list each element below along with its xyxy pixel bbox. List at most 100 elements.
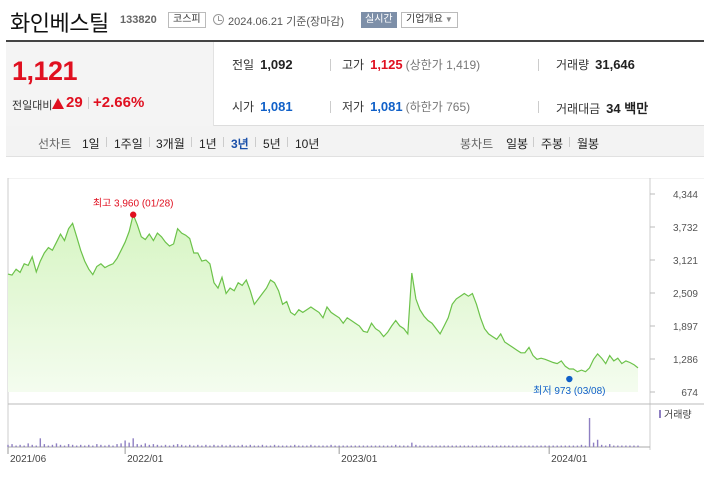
divider bbox=[106, 137, 107, 147]
candle-chart-label: 봉차트 bbox=[460, 137, 494, 151]
volume-bar bbox=[120, 443, 122, 447]
volume-bar bbox=[528, 445, 530, 447]
volume-bar bbox=[576, 445, 579, 447]
volume-bar bbox=[499, 445, 502, 447]
volume-bar bbox=[136, 444, 138, 447]
base-date: 2024.06.21 기준(장마감) bbox=[228, 13, 344, 29]
y-tick-label: 2,509 bbox=[673, 289, 698, 300]
period-3m[interactable]: 3개월 bbox=[156, 137, 185, 151]
volume-bar bbox=[516, 445, 518, 447]
volume-bar bbox=[269, 445, 272, 447]
volume-bar bbox=[596, 439, 599, 447]
clock-icon bbox=[213, 14, 224, 25]
volume-bar bbox=[140, 444, 142, 447]
volume-bar bbox=[47, 445, 50, 447]
prev-close: 전일 1,092 bbox=[232, 56, 293, 73]
volume-bar bbox=[386, 445, 389, 447]
volume-bar bbox=[346, 445, 348, 447]
prev-close-value: 1,092 bbox=[260, 57, 293, 72]
realtime-button[interactable]: 실시간 bbox=[361, 12, 397, 28]
volume-bar bbox=[193, 445, 195, 447]
volume-bar bbox=[241, 444, 243, 447]
volume-bar bbox=[124, 440, 126, 447]
y-tick-label: 3,732 bbox=[673, 223, 698, 234]
candle-monthly[interactable]: 월봉 bbox=[577, 137, 600, 151]
volume-bar bbox=[584, 445, 587, 447]
period-3y[interactable]: 3년 bbox=[231, 137, 249, 151]
volume-bar bbox=[564, 445, 567, 447]
volume-bar bbox=[39, 438, 42, 447]
volume-bar bbox=[144, 443, 147, 447]
volume-bar bbox=[548, 445, 550, 447]
volume-bar bbox=[59, 444, 62, 447]
divider bbox=[538, 59, 539, 71]
volume-bar bbox=[617, 445, 619, 447]
price-chart[interactable]: 4,344 3,732 3,121 2,509 1,897 1,286 674 최고 3,96… bbox=[0, 178, 704, 478]
high-price: 고가 1,125 (상한가 1,419) bbox=[342, 56, 480, 73]
change-divider bbox=[88, 97, 89, 109]
x-tick-label: 2023/01 bbox=[341, 454, 378, 465]
volume-bar bbox=[374, 445, 377, 447]
period-1d[interactable]: 1일 bbox=[82, 137, 100, 151]
volume-bar bbox=[604, 445, 607, 447]
period-5y[interactable]: 5년 bbox=[263, 137, 281, 151]
volume-bar bbox=[600, 444, 603, 447]
open-label: 시가 bbox=[232, 100, 255, 114]
volume-bar bbox=[540, 445, 542, 447]
volume-legend-label: 거래량 bbox=[664, 409, 692, 421]
volume-bar bbox=[423, 445, 425, 447]
volume-bar bbox=[67, 444, 70, 447]
volume-bar bbox=[370, 445, 373, 447]
volume-bar bbox=[225, 445, 227, 447]
volume-bar bbox=[512, 445, 514, 447]
volume-bar bbox=[306, 445, 308, 447]
volume-bar bbox=[508, 445, 510, 447]
period-1y[interactable]: 1년 bbox=[199, 137, 217, 151]
volume-bar bbox=[629, 445, 631, 447]
price-line bbox=[7, 212, 639, 373]
volume-bar bbox=[15, 445, 17, 447]
volume-bar bbox=[79, 444, 82, 447]
volume-bar bbox=[439, 445, 441, 447]
volume-bar bbox=[217, 445, 219, 447]
candle-daily[interactable]: 일봉 bbox=[506, 137, 529, 151]
volume-bar bbox=[552, 445, 554, 447]
volume-bar bbox=[572, 445, 575, 447]
volume-bar bbox=[265, 445, 268, 447]
company-overview-button[interactable]: 기업개요 ▼ bbox=[401, 12, 458, 28]
amount-value: 34 백만 bbox=[606, 101, 649, 116]
volume-bar bbox=[164, 444, 167, 447]
period-10y[interactable]: 10년 bbox=[295, 137, 320, 151]
volume-bar bbox=[322, 445, 324, 447]
volume-bar bbox=[75, 445, 78, 447]
price-chart-svg[interactable]: 4,344 3,732 3,121 2,509 1,897 1,286 674 최고 3,96… bbox=[0, 178, 704, 478]
high-marker bbox=[129, 211, 137, 218]
volume-bar bbox=[592, 442, 595, 447]
volume-bar bbox=[314, 445, 316, 447]
current-price: 1,121 bbox=[12, 56, 78, 86]
period-1w[interactable]: 1주일 bbox=[114, 137, 143, 151]
volume-legend-icon bbox=[659, 410, 661, 418]
volume-bar bbox=[221, 444, 223, 447]
low-label: 최저 973 (03/08) bbox=[533, 385, 605, 397]
volume-bar bbox=[520, 445, 522, 447]
volume-bar bbox=[568, 445, 571, 447]
divider bbox=[191, 137, 192, 147]
low-label: 저가 bbox=[342, 100, 365, 114]
divider bbox=[287, 137, 288, 147]
volume-bar bbox=[23, 445, 25, 447]
open-price: 시가 1,081 bbox=[232, 98, 293, 115]
volume-bar bbox=[366, 445, 369, 447]
volume-bar bbox=[467, 445, 470, 447]
company-overview-label: 기업개요 bbox=[406, 14, 443, 25]
candle-weekly[interactable]: 주봉 bbox=[541, 137, 564, 151]
volume-bar bbox=[411, 442, 413, 447]
volume-bar bbox=[487, 445, 490, 447]
high-label: 고가 bbox=[342, 58, 365, 72]
volume-bar bbox=[71, 444, 74, 447]
volume-bar bbox=[524, 445, 526, 447]
x-tick-label: 2024/01 bbox=[551, 454, 588, 465]
volume-bar bbox=[84, 445, 86, 447]
stock-name: 화인베스틸 bbox=[10, 11, 109, 36]
volume-bar bbox=[116, 444, 118, 447]
